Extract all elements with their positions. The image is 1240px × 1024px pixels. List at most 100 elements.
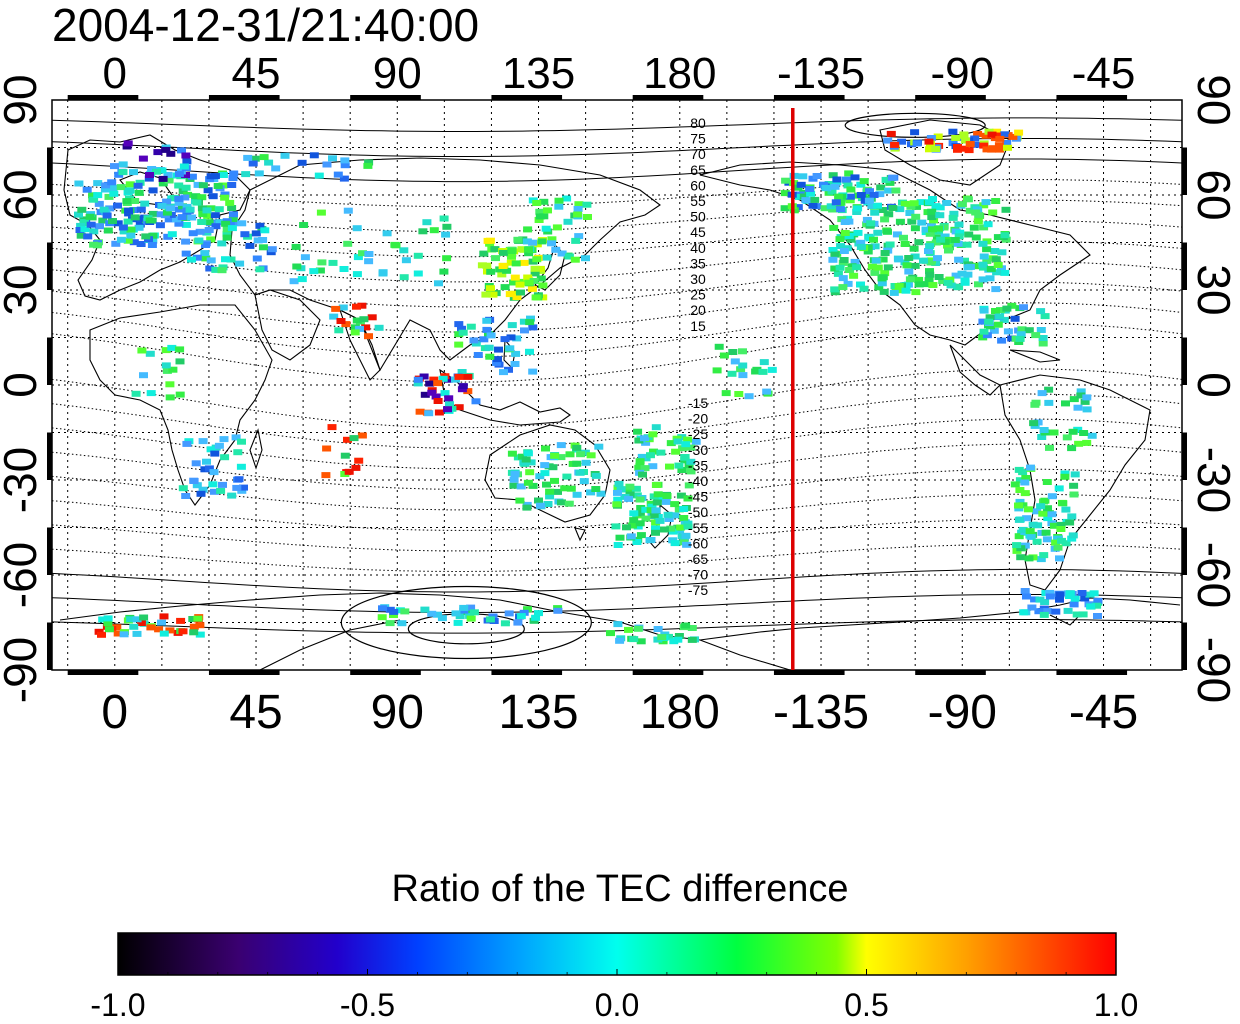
tec-pixel (830, 183, 840, 190)
tec-pixel (997, 337, 1007, 344)
tec-pixel (982, 146, 992, 153)
tec-pixel (89, 228, 99, 235)
tec-pixel (1024, 555, 1034, 562)
tec-pixel (648, 431, 658, 438)
colorbar-tick-label: -0.5 (340, 987, 395, 1023)
contour-label: 60 (690, 177, 706, 193)
tec-pixel (991, 286, 1001, 293)
tec-pixel (945, 276, 955, 283)
tec-pixel (509, 476, 519, 483)
tec-pixel (352, 303, 361, 310)
bottom-lon-label: -135 (773, 686, 869, 739)
bottom-lon-label: -90 (928, 686, 997, 739)
tec-pixel (1051, 608, 1061, 615)
tec-pixel (1093, 597, 1103, 604)
tec-pixel (794, 193, 804, 200)
tec-pixel (910, 253, 920, 260)
tec-pixel (510, 471, 520, 477)
tec-pixel (164, 216, 174, 223)
tec-pixel (655, 517, 665, 524)
tec-pixel (928, 226, 937, 233)
tec-pixel (485, 616, 495, 623)
bottom-frame-bar (208, 670, 280, 675)
tec-pixel (615, 637, 625, 644)
tec-pixel (539, 198, 549, 205)
tec-pixel (466, 604, 476, 611)
tec-pixel (101, 182, 111, 189)
tec-pixel (1029, 420, 1039, 427)
tec-pixel (254, 170, 264, 177)
tec-pixel (540, 462, 550, 469)
tec-pixel (925, 199, 934, 206)
right-lat-label: -90 (1188, 637, 1240, 703)
tec-pixel (870, 269, 880, 276)
tec-pixel (485, 353, 495, 360)
tec-pixel (181, 238, 191, 245)
mag-lat-contour (52, 117, 1182, 132)
tec-pixel (863, 244, 873, 251)
tec-pixel (504, 610, 514, 617)
bottom-lon-label: 135 (498, 686, 578, 739)
bottom-lon-label: 0 (101, 686, 128, 739)
tec-pixel (172, 216, 181, 223)
tec-pixel (1037, 390, 1047, 397)
tec-pixel (925, 230, 935, 237)
tec-pixel (539, 213, 549, 220)
tec-pixel (185, 206, 195, 213)
tec-pixel (871, 257, 881, 264)
tec-pixel (926, 223, 936, 230)
tec-pixel (221, 220, 231, 227)
tec-pixel (714, 343, 724, 350)
tec-pixel (931, 203, 941, 210)
tec-pixel (900, 241, 910, 247)
tec-pixel (334, 327, 344, 334)
tec-pixel (1072, 611, 1082, 618)
tec-pixel (482, 317, 492, 324)
tec-pixel (498, 249, 508, 256)
tec-pixel (499, 369, 508, 376)
tec-pixel (645, 537, 655, 544)
tec-pixel (141, 233, 151, 240)
tec-pixel (500, 620, 510, 627)
tec-pixel (633, 523, 643, 530)
tec-pixel (534, 217, 544, 223)
tec-pixel (507, 248, 517, 254)
tec-pixel (206, 236, 216, 243)
tec-pixel (950, 237, 960, 243)
tec-pixel (1017, 326, 1027, 333)
tec-pixel (206, 446, 216, 453)
tec-pixel (830, 265, 840, 272)
tec-pixel (359, 316, 369, 323)
tec-pixel (427, 389, 437, 396)
tec-pixel (583, 214, 592, 220)
left-lat-label: -90 (0, 637, 46, 703)
tec-pixel (926, 259, 936, 266)
tec-pixel (103, 620, 113, 627)
mag-lat-contour (52, 543, 1182, 573)
tec-pixel (819, 181, 828, 188)
tec-pixel (482, 262, 492, 269)
tec-pixel (1000, 131, 1010, 138)
bottom-lon-label: 45 (229, 686, 282, 739)
tec-pixel (993, 234, 1003, 241)
tec-pixel (1056, 521, 1066, 528)
tec-pixel (492, 359, 502, 366)
tec-pixel (649, 512, 659, 519)
colorbar-tick-label: 1.0 (1094, 987, 1138, 1023)
tec-pixel (853, 205, 863, 212)
tec-pixel (148, 187, 158, 194)
tec-pixel (955, 229, 965, 236)
tec-pixel (500, 284, 510, 291)
tec-pixel (188, 616, 198, 622)
tec-pixel (883, 228, 892, 235)
tec-pixel (1002, 305, 1012, 312)
tec-pixel (292, 263, 302, 270)
tec-pixel (632, 492, 642, 499)
contour-label: 80 (690, 115, 706, 131)
tec-pixel (919, 257, 928, 264)
tec-pixel (176, 617, 186, 624)
tec-pixel (400, 608, 410, 615)
tec-pixel (636, 505, 646, 511)
tec-pixel (1065, 519, 1075, 526)
tec-pixel (686, 458, 696, 465)
